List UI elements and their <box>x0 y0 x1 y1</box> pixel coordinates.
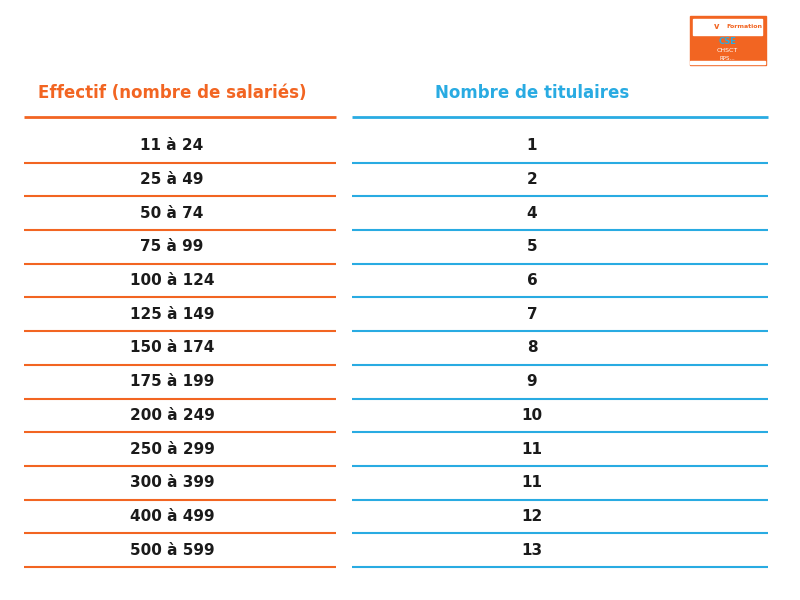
Text: 4: 4 <box>526 206 538 221</box>
Text: 125 à 149: 125 à 149 <box>130 307 214 322</box>
Text: 100 à 124: 100 à 124 <box>130 273 214 288</box>
Text: 50 à 74: 50 à 74 <box>140 206 204 221</box>
Text: Nombre de titulaires: Nombre de titulaires <box>435 84 629 102</box>
Text: Formation: Formation <box>726 25 762 29</box>
Text: 11: 11 <box>522 475 542 490</box>
Text: 6: 6 <box>526 273 538 288</box>
FancyBboxPatch shape <box>693 19 762 35</box>
Text: 250 à 299: 250 à 299 <box>130 442 214 457</box>
Text: 8: 8 <box>526 340 538 355</box>
Text: 9: 9 <box>526 374 538 389</box>
Text: v: v <box>714 22 719 31</box>
Text: 150 à 174: 150 à 174 <box>130 340 214 355</box>
Text: RPS...: RPS... <box>720 56 735 61</box>
Text: 10: 10 <box>522 408 542 423</box>
Text: 75 à 99: 75 à 99 <box>140 239 204 254</box>
Text: Effectif (nombre de salariés): Effectif (nombre de salariés) <box>38 84 306 102</box>
Text: 12: 12 <box>522 509 542 524</box>
Text: 11: 11 <box>522 442 542 457</box>
Text: 300 à 399: 300 à 399 <box>130 475 214 490</box>
FancyBboxPatch shape <box>690 16 766 65</box>
Text: 7: 7 <box>526 307 538 322</box>
Text: 11 à 24: 11 à 24 <box>140 139 204 154</box>
Text: 13: 13 <box>522 542 542 557</box>
Text: 175 à 199: 175 à 199 <box>130 374 214 389</box>
Text: 400 à 499: 400 à 499 <box>130 509 214 524</box>
Text: CSE: CSE <box>718 37 737 46</box>
Text: 1: 1 <box>526 139 538 154</box>
Text: 25 à 49: 25 à 49 <box>140 172 204 187</box>
Text: 2: 2 <box>526 172 538 187</box>
Text: 200 à 249: 200 à 249 <box>130 408 214 423</box>
Text: 5: 5 <box>526 239 538 254</box>
Text: 500 à 599: 500 à 599 <box>130 542 214 557</box>
FancyBboxPatch shape <box>690 61 765 64</box>
Text: CHSCT: CHSCT <box>717 47 738 53</box>
